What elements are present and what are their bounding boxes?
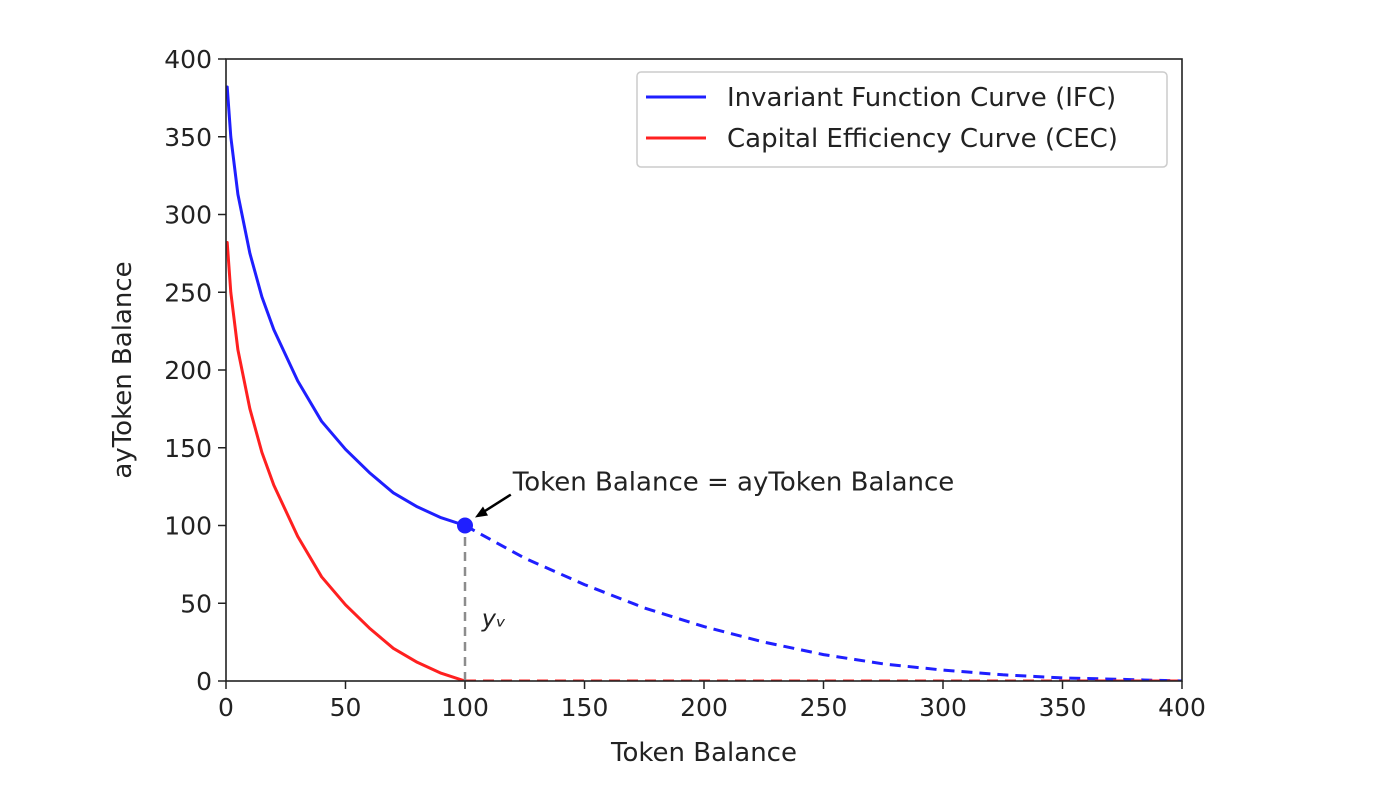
equality-point-marker [457,517,473,534]
legend-label-cec: Capital Efficiency Curve (CEC) [727,124,1118,154]
x-tick-label: 200 [680,693,728,722]
y-tick-label: 400 [164,45,212,74]
x-axis-label: Token Balance [610,738,797,768]
x-tick-label: 0 [218,693,234,722]
annotation-text: Token Balance = ayToken Balance [512,468,955,498]
annotation-arrow-shaft [480,493,512,515]
y-tick-label: 150 [164,434,212,463]
series-line-0 [226,85,467,527]
x-tick-label: 400 [1158,693,1206,722]
legend-box [636,71,1168,168]
y-axis-label: ayToken Balance [108,261,138,478]
y-tick-label: 100 [164,512,212,541]
y-tick-label: 250 [164,278,212,307]
x-tick-label: 50 [330,693,362,722]
x-tick-label: 300 [919,693,967,722]
series-layer [226,85,1182,681]
overlay-layer [457,493,512,681]
legend-label-ifc: Invariant Function Curve (IFC) [727,83,1116,113]
y-tick-label: 200 [164,356,212,385]
yv-label: yᵥ [481,605,506,633]
ticks-layer: 0 50 100 150 200 250 300 350 400 0 50 100 150 200 250 3… [164,45,1206,722]
legend: Invariant Function Curve (IFC) Capital E… [636,71,1168,168]
x-tick-label: 350 [1039,693,1087,722]
x-tick-label: 100 [441,693,489,722]
y-tick-label: 50 [180,589,212,618]
y-tick-label: 350 [164,123,212,152]
y-tick-label: 0 [196,667,212,696]
y-tick-label: 300 [164,201,212,230]
series-line-2 [226,241,467,681]
x-tick-label: 250 [800,693,848,722]
annotation-arrow-head [475,506,488,518]
series-line-1 [464,524,1182,681]
x-tick-label: 150 [561,693,609,722]
